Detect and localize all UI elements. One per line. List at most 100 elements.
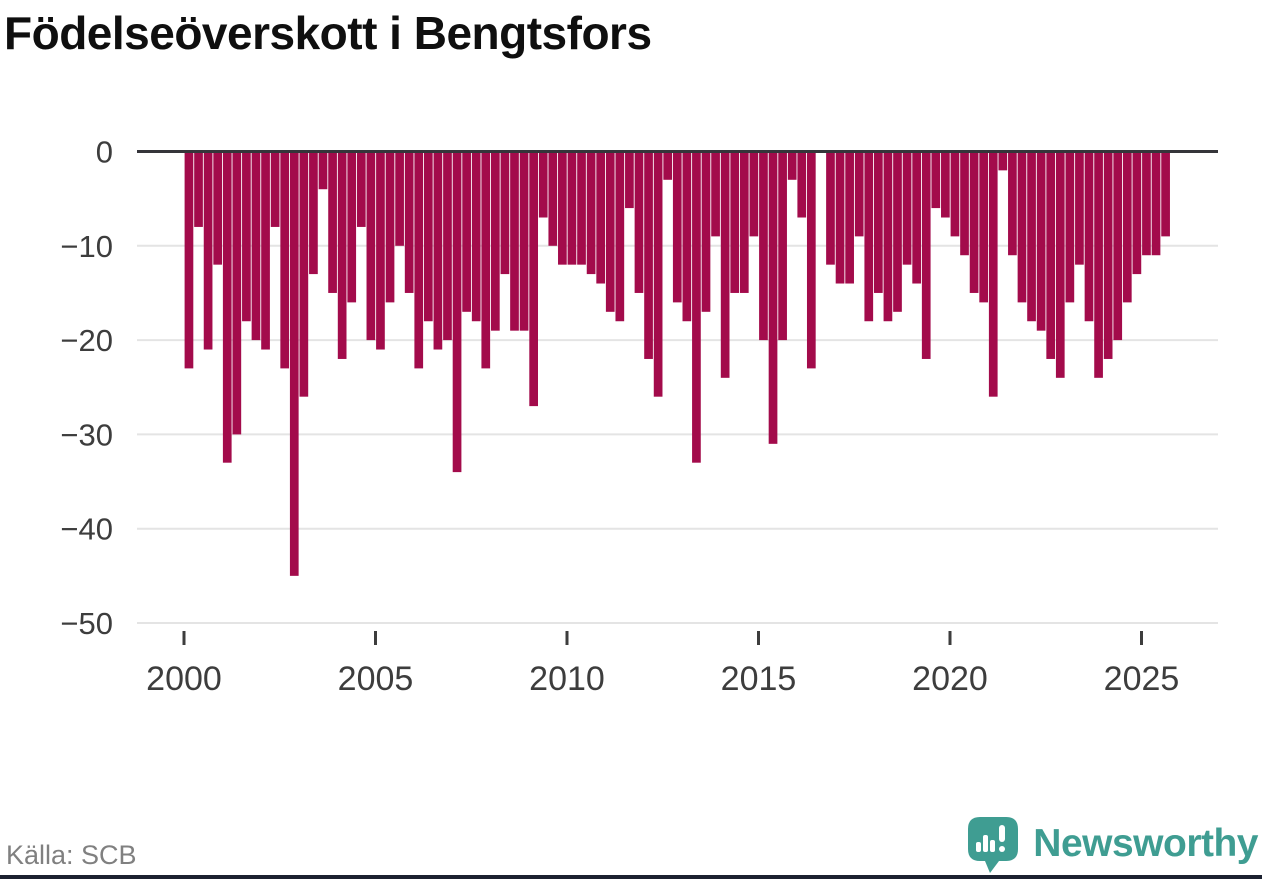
y-tick-label: −40: [60, 512, 113, 547]
bar-2003-q4: [328, 151, 337, 293]
bar-2006-q2: [423, 151, 433, 322]
bar-2008-q4: [519, 151, 529, 331]
y-tick-label: −30: [60, 417, 113, 452]
bar-2013-q4: [711, 151, 720, 237]
bar-2019-q1: [912, 151, 921, 284]
bar-2008-q2: [500, 151, 510, 275]
bar-2009-q1: [529, 151, 538, 407]
bar-2002-q3: [280, 151, 290, 369]
bar-2015-q2: [768, 151, 778, 444]
bar-2024-q4: [1132, 151, 1142, 275]
bar-2002-q2: [270, 151, 280, 227]
bar-2025-q2: [1151, 151, 1161, 256]
x-tick-label: 2020: [912, 660, 988, 698]
bar-2013-q2: [692, 151, 701, 463]
bar-2011-q3: [625, 151, 634, 209]
bar-2023-q2: [1075, 151, 1084, 265]
bar-2005-q2: [385, 151, 395, 303]
bar-2025-q1: [1142, 151, 1151, 256]
bar-2017-q3: [854, 151, 864, 237]
bar-2014-q2: [730, 151, 740, 293]
bar-2014-q4: [749, 151, 759, 237]
bar-2006-q1: [414, 151, 424, 369]
bar-2000-q4: [213, 151, 223, 265]
bar-2016-q4: [826, 151, 835, 265]
bar-2010-q3: [586, 151, 596, 275]
bar-2019-q2: [921, 151, 931, 359]
bar-2018-q4: [902, 151, 912, 265]
bar-2012-q2: [653, 151, 663, 397]
x-tick-label: 2015: [721, 660, 797, 698]
bar-2020-q3: [969, 151, 979, 293]
bar-2023-q1: [1065, 151, 1075, 303]
bar-2023-q4: [1094, 151, 1103, 378]
bar-2009-q2: [538, 151, 548, 218]
bar-2018-q1: [874, 151, 883, 293]
bar-2011-q1: [605, 151, 615, 312]
bar-2020-q2: [960, 151, 969, 256]
bar-2021-q4: [1017, 151, 1027, 303]
newsworthy-wordmark: Newsworthy: [1033, 822, 1258, 865]
bar-2014-q1: [720, 151, 730, 378]
bar-2004-q2: [347, 151, 357, 303]
mini-bar-2: [983, 835, 989, 852]
bar-2010-q2: [577, 151, 586, 265]
bar-2011-q2: [615, 151, 625, 322]
bar-2023-q3: [1084, 151, 1094, 322]
page-title: Födelseöverskott i Bengtsfors: [4, 7, 652, 59]
bar-2024-q2: [1113, 151, 1123, 341]
bar-2005-q3: [395, 151, 404, 246]
bar-2018-q2: [883, 151, 893, 322]
bar-2013-q1: [682, 151, 692, 322]
exclamation-dot: [999, 846, 1006, 852]
bar-2008-q3: [510, 151, 519, 331]
bar-2004-q1: [337, 151, 347, 359]
bar-2001-q4: [251, 151, 261, 341]
newsworthy-logo-icon: [968, 817, 1019, 873]
x-tick-label: 2000: [146, 660, 222, 698]
bar-2006-q3: [433, 151, 443, 350]
y-tick-label: −10: [60, 229, 113, 264]
bar-2003-q3: [318, 151, 328, 190]
bar-2011-q4: [634, 151, 644, 293]
bar-2024-q1: [1103, 151, 1113, 359]
bar-2017-q2: [845, 151, 854, 284]
bar-2021-q3: [1008, 151, 1017, 256]
newsworthy-brand: Newsworthy: [965, 814, 1258, 874]
bar-2009-q4: [558, 151, 567, 265]
bar-2015-q3: [778, 151, 787, 341]
bar-2016-q1: [797, 151, 807, 218]
bar-2024-q3: [1122, 151, 1132, 303]
bar-2000-q1: [184, 151, 194, 369]
y-tick-label: −20: [60, 323, 113, 358]
exclamation-bar: [999, 825, 1006, 842]
bar-2004-q3: [356, 151, 366, 227]
bar-2007-q4: [481, 151, 491, 369]
bar-2021-q1: [988, 151, 998, 397]
bar-2002-q4: [289, 151, 299, 576]
bar-2019-q4: [941, 151, 950, 218]
bar-2020-q4: [979, 151, 989, 303]
x-tick-label: 2010: [529, 660, 605, 698]
x-tick-label: 2025: [1104, 660, 1180, 698]
bar-2022-q1: [1027, 151, 1036, 322]
bar-2014-q3: [739, 151, 749, 293]
bar-2005-q1: [376, 151, 385, 350]
bar-2007-q3: [471, 151, 481, 322]
bar-2017-q4: [864, 151, 874, 322]
bar-2022-q4: [1055, 151, 1065, 378]
bar-2016-q2: [806, 151, 816, 369]
bottom-accent-strip: [0, 875, 1262, 879]
bar-2017-q1: [835, 151, 845, 284]
bar-2006-q4: [443, 151, 452, 341]
bar-2012-q1: [644, 151, 653, 359]
mini-bar-3: [990, 840, 996, 852]
bar-2010-q4: [596, 151, 606, 284]
x-tick-label: 2005: [338, 660, 414, 698]
bar-2018-q3: [893, 151, 902, 312]
bar-2001-q3: [242, 151, 251, 322]
source-note: Källa: SCB: [6, 840, 137, 870]
bar-2009-q3: [548, 151, 558, 246]
